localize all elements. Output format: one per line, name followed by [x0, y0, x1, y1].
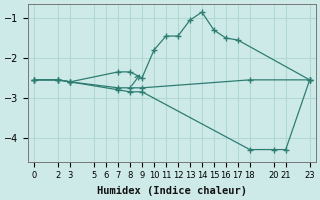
X-axis label: Humidex (Indice chaleur): Humidex (Indice chaleur) — [97, 186, 247, 196]
